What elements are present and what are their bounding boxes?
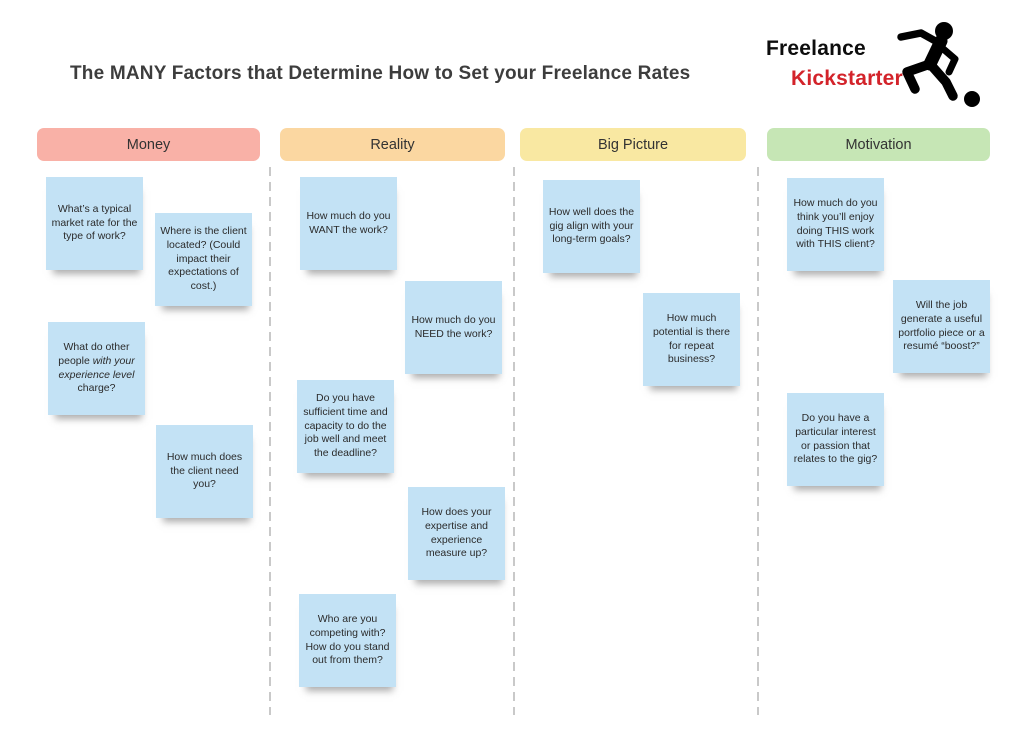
sticky-note-need-work: How much do you NEED the work? bbox=[405, 281, 502, 374]
kicking-player-icon bbox=[897, 22, 980, 107]
sticky-note-expertise-experience: How does your expertise and experience m… bbox=[408, 487, 505, 580]
sticky-note-market-rate: What’s a typical market rate for the typ… bbox=[46, 177, 143, 270]
sticky-note-text: How much does the client need you? bbox=[166, 451, 243, 491]
sticky-note-text: Do you have sufficient time and capacity… bbox=[303, 392, 388, 459]
sticky-note-text: Where is the client located? (Could impa… bbox=[160, 225, 247, 292]
sticky-note-time-capacity: Do you have sufficient time and capacity… bbox=[297, 380, 394, 473]
sticky-note-long-term-goals: How well does the gig align with your lo… bbox=[543, 180, 640, 273]
column-header-money: Money bbox=[37, 128, 260, 161]
logo-text-freelance: Freelance bbox=[766, 37, 866, 60]
sticky-note-competition: Who are you competing with? How do you s… bbox=[299, 594, 396, 687]
sticky-note-client-location: Where is the client located? (Could impa… bbox=[155, 213, 252, 306]
column-separator-big-picture-motivation bbox=[757, 167, 759, 715]
column-separator-money-reality bbox=[269, 167, 271, 715]
column-header-reality: Reality bbox=[280, 128, 505, 161]
sticky-note-portfolio-boost: Will the job generate a useful portfolio… bbox=[893, 280, 990, 373]
sticky-note-text: How much do you think you’ll enjoy doing… bbox=[793, 197, 878, 251]
sticky-note-text: Who are you competing with? How do you s… bbox=[305, 613, 390, 667]
sticky-note-client-need: How much does the client need you? bbox=[156, 425, 253, 518]
sticky-note-enjoyment: How much do you think you’ll enjoy doing… bbox=[787, 178, 884, 271]
sticky-note-text: Will the job generate a useful portfolio… bbox=[898, 299, 985, 353]
sticky-note-text: How much do you NEED the work? bbox=[411, 313, 496, 340]
sticky-note-peer-rates: What do other people with your experienc… bbox=[48, 322, 145, 415]
sticky-note-text: How much do you WANT the work? bbox=[306, 209, 391, 236]
sticky-note-interest-passion: Do you have a particular interest or pas… bbox=[787, 393, 884, 486]
sticky-note-text: What do other people with your experienc… bbox=[58, 341, 135, 395]
column-header-big-picture: Big Picture bbox=[520, 128, 746, 161]
sticky-note-text: How well does the gig align with your lo… bbox=[548, 206, 635, 246]
column-separator-reality-big-picture bbox=[513, 167, 515, 715]
sticky-note-text: How does your expertise and experience m… bbox=[421, 506, 492, 560]
sticky-note-text: What’s a typical market rate for the typ… bbox=[51, 203, 138, 243]
sticky-note-want-work: How much do you WANT the work? bbox=[300, 177, 397, 270]
page-title: The MANY Factors that Determine How to S… bbox=[70, 63, 691, 84]
sticky-note-repeat-business: How much potential is there for repeat b… bbox=[643, 293, 740, 386]
sticky-note-text: How much potential is there for repeat b… bbox=[652, 312, 731, 366]
sticky-note-text: Do you have a particular interest or pas… bbox=[793, 412, 878, 466]
logo-text-kickstarter: Kickstarter bbox=[791, 67, 903, 90]
column-header-motivation: Motivation bbox=[767, 128, 990, 161]
